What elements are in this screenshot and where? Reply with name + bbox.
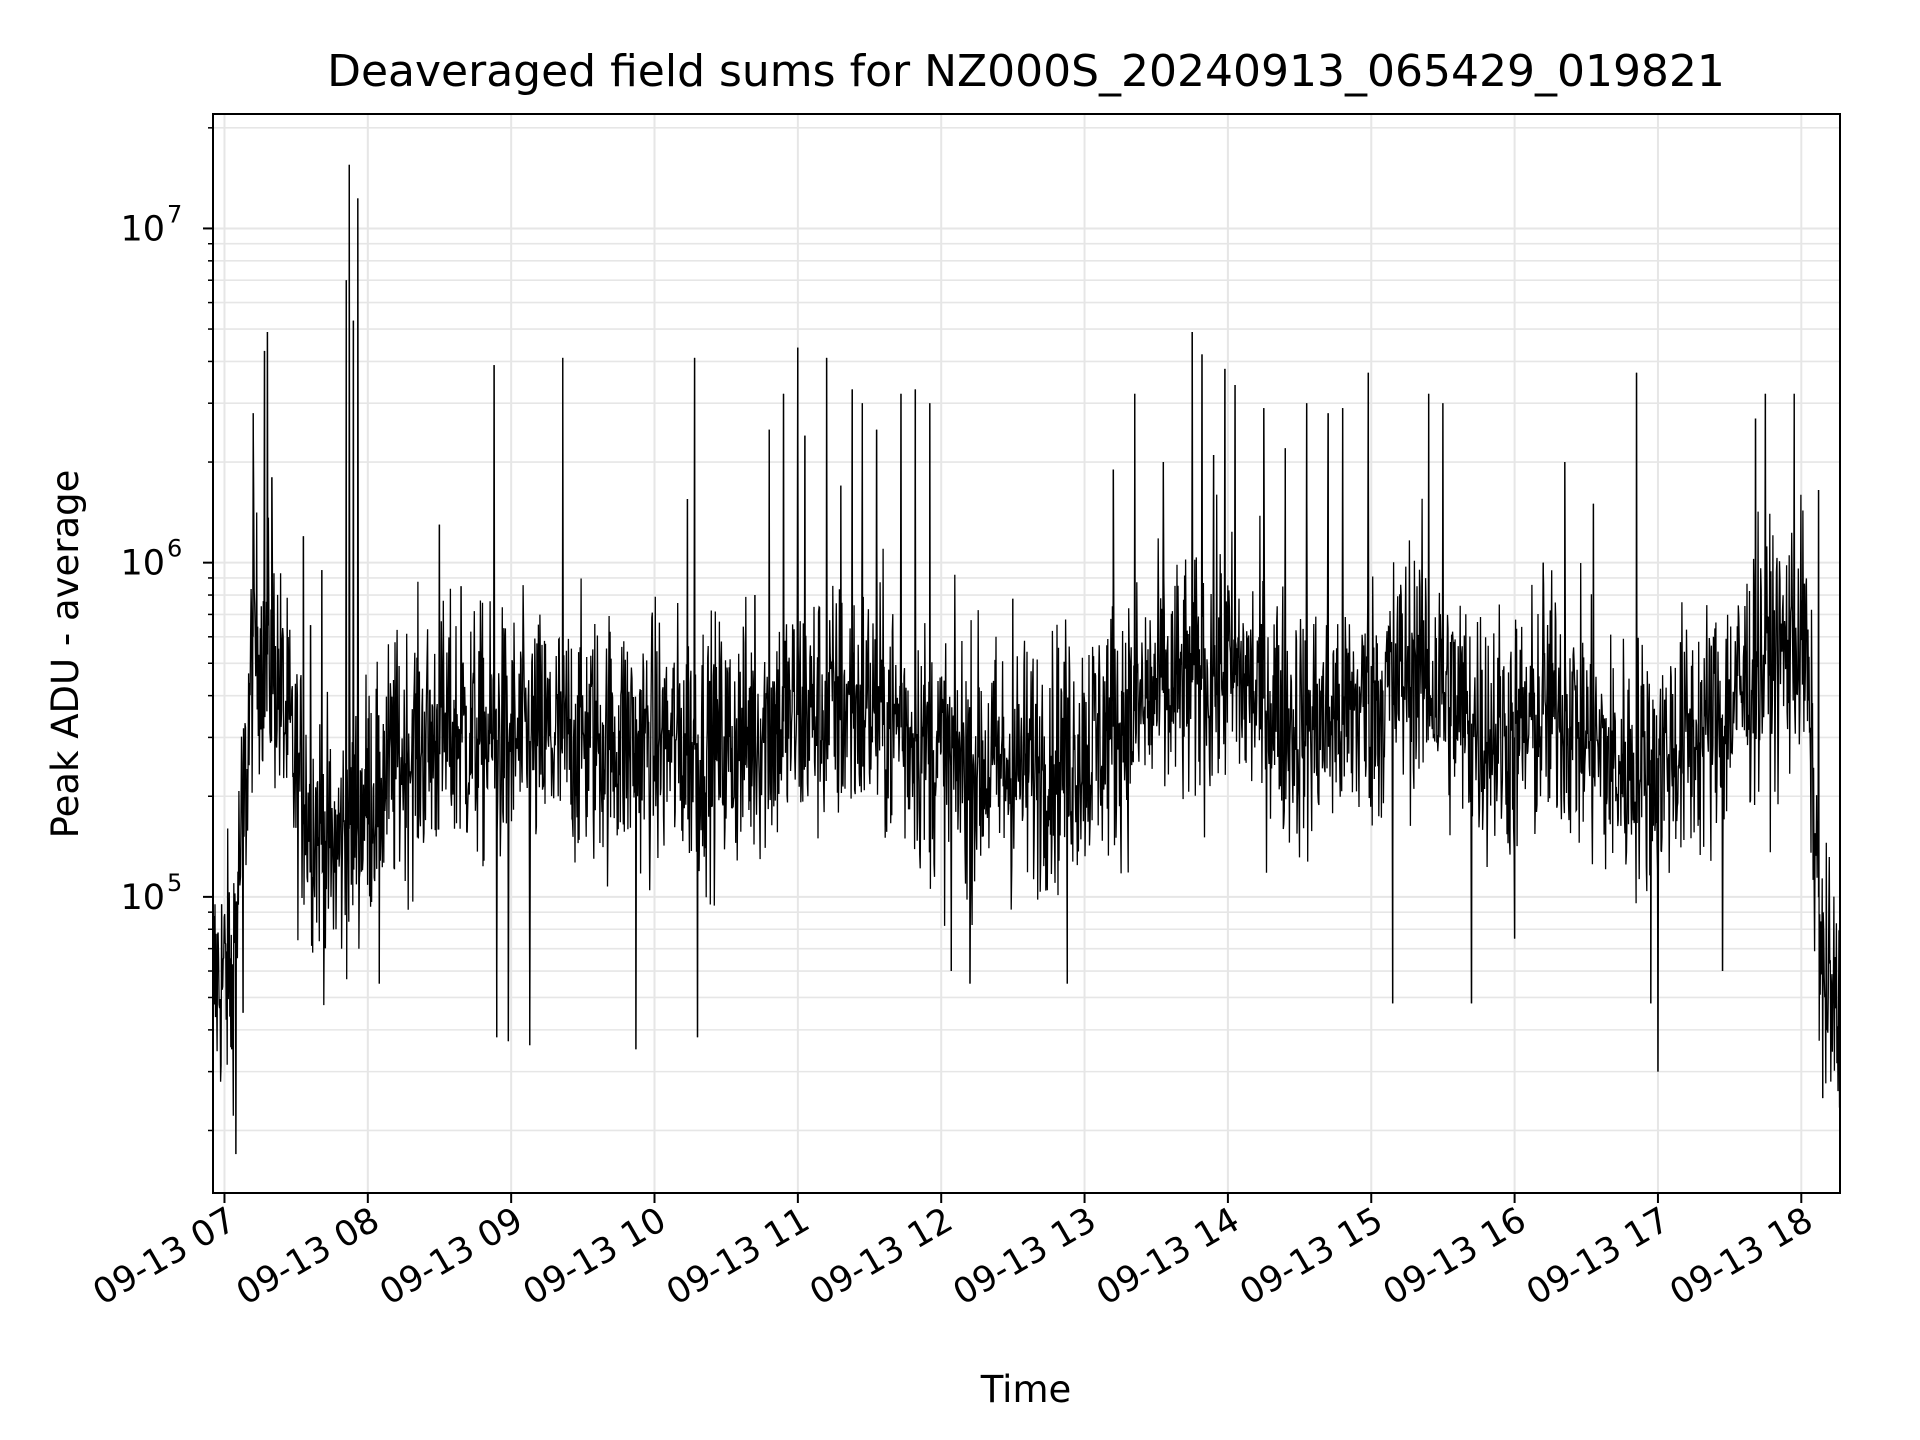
y-tick-exponent: 5 — [167, 869, 182, 897]
y-tick-exponent: 6 — [167, 535, 182, 563]
series-line — [212, 164, 1841, 1155]
y-tick-label: 10 — [120, 544, 165, 584]
y-tick-exponent: 7 — [167, 200, 182, 228]
chart-title: Deaveraged field sums for NZ000S_2024091… — [327, 46, 1725, 97]
y-tick-label: 10 — [120, 209, 165, 249]
x-axis-label: Time — [980, 1368, 1072, 1411]
plot-frame — [212, 113, 1841, 1194]
y-axis-label: Peak ADU - average — [44, 470, 87, 839]
y-tick-label: 10 — [120, 878, 165, 918]
